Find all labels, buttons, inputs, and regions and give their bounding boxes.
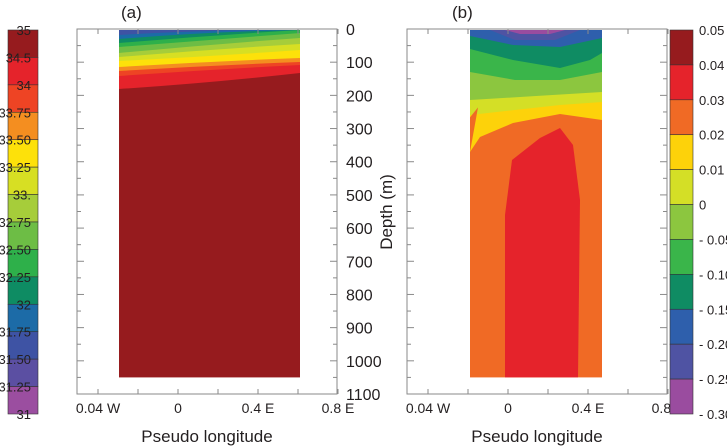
colorbar-tick-label: 0.01: [699, 163, 724, 178]
colorbar-tick-label: 31: [17, 407, 31, 422]
colorbar-swatch: [7, 303, 39, 333]
colorbar-tick-label: 32: [17, 297, 31, 312]
colorbar-swatch: [7, 29, 39, 58]
colorbar-swatch: [7, 276, 39, 305]
colorbar-tick-label: 0.03: [699, 93, 724, 108]
colorbar-tick-label: - 0.30: [699, 407, 727, 422]
panel-label-a: (a): [121, 3, 142, 22]
colorbar-swatch: [669, 239, 694, 275]
colorbar-tick-label: 0: [699, 198, 706, 213]
colorbar-swatch: [669, 169, 694, 205]
colorbar-swatch: [669, 204, 694, 240]
colorbar-tick-label: - 0.15: [699, 302, 727, 317]
x-tick-label: 0.04 W: [406, 400, 451, 416]
colorbar-swatch: [7, 331, 39, 360]
colorbar-swatch: [7, 84, 39, 113]
colorbar-tick-label: - 0.05: [699, 232, 727, 247]
colorbar-swatch: [7, 57, 39, 86]
y-tick-label: 600: [346, 221, 373, 238]
colorbar-tick-label: - 0.25: [699, 372, 727, 387]
y-tick-label: 800: [346, 287, 373, 304]
colorbar-tick-label: 34: [17, 78, 31, 93]
colorbar-swatch: [7, 221, 39, 250]
y-tick-label: 900: [346, 321, 373, 338]
colorbar-tick-label: 31.50: [0, 352, 31, 367]
colorbar-swatch: [7, 386, 39, 415]
contour-band: [119, 30, 300, 378]
colorbar-tick-label: 35: [17, 23, 31, 38]
colorbar-swatch: [7, 166, 39, 195]
colorbar-swatch: [669, 64, 694, 101]
y-tick-label: 1100: [346, 387, 381, 404]
y-tick-label: 100: [346, 55, 373, 72]
colorbar-a: 35 34.5 34 33.75 33.50 33.25 33. 32.75 32.50 32.2…: [0, 23, 39, 422]
colorbar-swatch: [669, 274, 694, 310]
colorbar-tick-label: 32.25: [0, 270, 31, 285]
colorbar-tick-label: - 0.10: [699, 267, 727, 282]
y-tick-label: 400: [346, 155, 373, 172]
y-tick-label: 0: [346, 22, 355, 39]
colorbar-tick-label: 33.25: [0, 160, 31, 175]
colorbar-tick-label: - 0.20: [699, 337, 727, 352]
contour-band: [490, 30, 580, 40]
y-tick-label: 300: [346, 122, 373, 139]
x-axis-label-b: Pseudo longitude: [471, 427, 602, 446]
colorbar-swatch: [669, 378, 694, 415]
x-tick-label: 0.8 E: [322, 400, 355, 416]
colorbar-swatch: [669, 308, 694, 345]
y-axis-label: Depth (m): [377, 174, 396, 250]
x-tick-label: 0: [174, 400, 182, 416]
contour-band: [470, 107, 478, 378]
colorbar-tick-label: 33.75: [0, 105, 31, 120]
colorbar-swatch: [669, 343, 694, 380]
y-tick-label: 1000: [346, 354, 382, 371]
colorbar-b: 0.05 0.04 0.03 0.02 0.01 0 - 0.05 - 0.10 - 0.15 -…: [669, 23, 727, 422]
panel-label-b: (b): [452, 3, 473, 22]
colorbar-tick-label: 32.75: [0, 215, 31, 230]
x-tick-label: 0: [504, 400, 512, 416]
contour-band-core: [505, 128, 580, 378]
colorbar-tick-label: 0.05: [699, 23, 724, 38]
colorbar-swatch: [669, 29, 694, 66]
x-tick-label: 0.4 E: [572, 400, 605, 416]
contour-band: [119, 29, 300, 35]
x-axis-label-a: Pseudo longitude: [141, 427, 272, 446]
panel-b: (b) 0.04 W 0 0.4 E 0.8 E: [406, 3, 685, 416]
colorbar-tick-label: 34.5: [6, 50, 31, 65]
colorbar-tick-label: 0.04: [699, 58, 724, 73]
panel-a: (a) 0.04 W 0 0.4 E 0.8 E 0 100 200 300 400 500 600…: [76, 3, 382, 416]
y-tick-label: 700: [346, 254, 373, 271]
y-tick-label: 500: [346, 188, 373, 205]
colorbar-tick-label: 32.50: [0, 242, 31, 257]
contour-band: [505, 30, 565, 34]
y-tick-label: 200: [346, 88, 373, 105]
colorbar-tick-label: 31.25: [0, 380, 31, 395]
colorbar-swatch: [7, 111, 39, 141]
colorbar-tick-label: 33.: [13, 188, 31, 203]
colorbar-tick-label: 0.02: [699, 128, 724, 143]
x-tick-label: 0.4 E: [242, 400, 275, 416]
x-tick-label: 0.04 W: [76, 400, 121, 416]
colorbar-tick-label: 31.75: [0, 325, 31, 340]
colorbar-tick-label: 33.50: [0, 133, 31, 148]
colorbar-swatch: [669, 134, 694, 170]
colorbar-swatch: [669, 99, 694, 136]
